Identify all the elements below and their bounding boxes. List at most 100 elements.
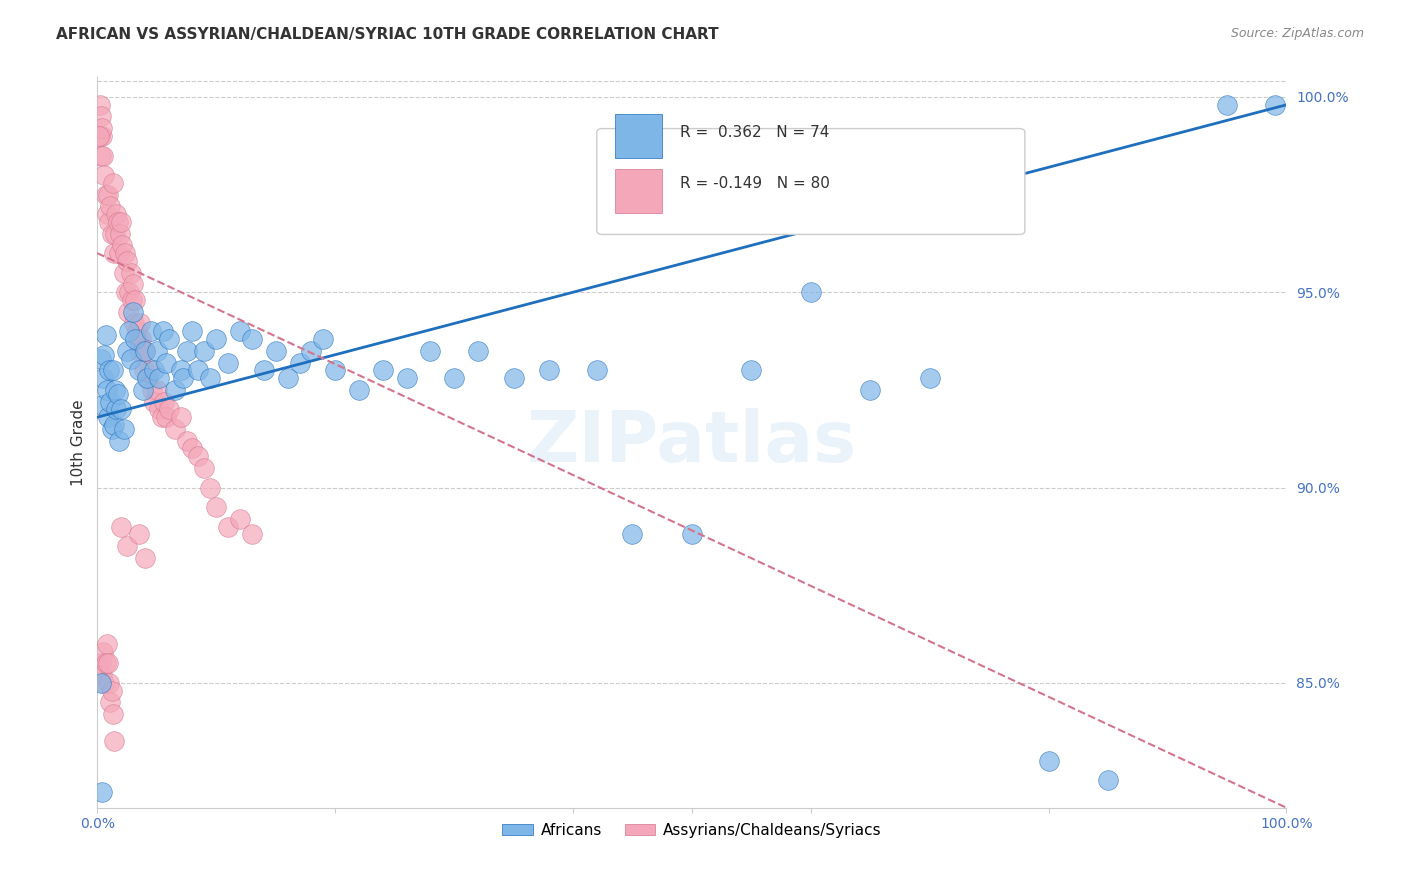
Point (163, 383, 186, 397)
Point (90, 675, 112, 690)
Point (118, 324, 141, 338)
Point (467, 343, 489, 358)
Point (94, 328, 117, 343)
Point (918, 371, 941, 385)
Point (187, 450, 209, 464)
Point (136, 371, 159, 385)
Point (122, 317, 145, 331)
Point (681, 527, 703, 541)
Point (134, 550, 156, 565)
Point (150, 410, 173, 425)
Point (139, 324, 162, 338)
Point (93, 168, 115, 182)
Point (115, 285, 138, 300)
Text: AFRICAN VS ASSYRIAN/CHALDEAN/SYRIAC 10TH GRADE CORRELATION CHART: AFRICAN VS ASSYRIAN/CHALDEAN/SYRIAC 10TH… (56, 27, 718, 42)
Point (347, 383, 370, 397)
Point (143, 363, 166, 377)
Point (96, 383, 118, 397)
Point (395, 371, 418, 385)
Point (264, 343, 287, 358)
Point (91, 644, 114, 658)
Point (96, 637, 118, 651)
Point (1264, 97, 1286, 112)
Point (172, 371, 194, 385)
Point (193, 343, 215, 358)
Point (90, 657, 112, 671)
Point (163, 422, 186, 436)
Point (155, 410, 177, 425)
Point (240, 332, 263, 346)
Point (155, 355, 177, 369)
Point (229, 512, 252, 526)
Point (859, 383, 882, 397)
Point (120, 266, 142, 280)
Point (97, 410, 120, 425)
Point (91, 121, 114, 136)
Point (89, 128, 111, 143)
Point (176, 343, 198, 358)
Point (146, 383, 169, 397)
Point (371, 363, 394, 377)
Point (93, 675, 115, 690)
Point (148, 371, 170, 385)
Point (229, 324, 252, 338)
Point (110, 215, 132, 229)
Point (94, 657, 117, 671)
Point (181, 442, 204, 456)
Point (90, 110, 112, 124)
Point (323, 363, 346, 377)
Point (120, 351, 142, 366)
Point (100, 227, 122, 241)
Point (124, 293, 146, 307)
Point (100, 422, 122, 436)
Point (131, 343, 153, 358)
Point (100, 394, 122, 409)
FancyBboxPatch shape (596, 128, 1025, 235)
Point (217, 355, 239, 369)
Point (91, 399, 114, 413)
Point (128, 363, 150, 377)
Point (89, 97, 111, 112)
Point (98, 215, 121, 229)
Point (101, 363, 124, 377)
Point (101, 706, 124, 721)
Point (419, 343, 441, 358)
Point (117, 305, 139, 319)
Point (240, 527, 263, 541)
Point (91, 371, 114, 385)
Point (91, 128, 114, 143)
Point (200, 371, 222, 385)
Point (131, 383, 153, 397)
Point (143, 394, 166, 409)
Point (90, 351, 112, 366)
Point (288, 355, 311, 369)
Point (1038, 754, 1060, 768)
Point (91, 785, 114, 799)
Point (108, 227, 131, 241)
Point (176, 434, 198, 448)
Point (253, 363, 276, 377)
Legend: Africans, Assyrians/Chaldeans/Syriacs: Africans, Assyrians/Chaldeans/Syriacs (496, 817, 887, 844)
Point (169, 363, 191, 377)
Point (134, 343, 156, 358)
Point (111, 238, 134, 252)
Point (200, 481, 222, 495)
Point (141, 383, 163, 397)
Point (101, 176, 124, 190)
Point (87, 128, 110, 143)
Point (131, 332, 153, 346)
Point (136, 371, 159, 385)
Point (312, 332, 335, 346)
Point (502, 371, 524, 385)
Point (169, 410, 191, 425)
Point (104, 227, 127, 241)
Text: R =  0.362   N = 74: R = 0.362 N = 74 (681, 125, 830, 140)
Point (98, 675, 121, 690)
Point (100, 695, 122, 709)
Point (740, 363, 762, 377)
Point (129, 317, 152, 331)
Text: Source: ZipAtlas.com: Source: ZipAtlas.com (1230, 27, 1364, 40)
Point (124, 332, 146, 346)
Point (103, 734, 125, 748)
Point (152, 324, 174, 338)
